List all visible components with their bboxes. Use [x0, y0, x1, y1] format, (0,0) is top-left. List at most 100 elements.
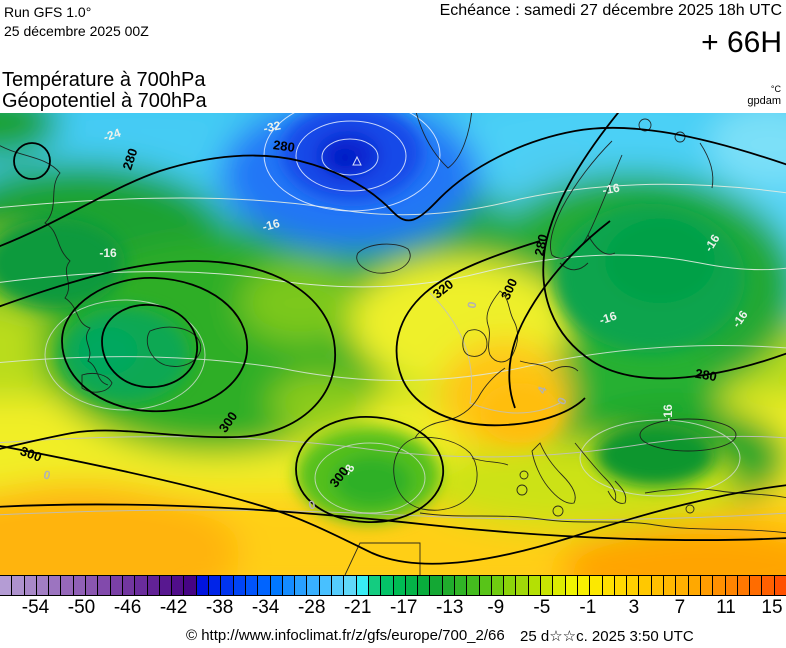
echeance-label: Echéance : samedi 27 décembre 2025 18h U… [439, 2, 782, 19]
scale-cell [269, 576, 282, 595]
scale-cell [97, 576, 110, 595]
scale-cell [453, 576, 467, 595]
scale-bar [0, 575, 786, 596]
geopotential-param-label: Géopotentiel à 700hPa [2, 90, 207, 112]
scale-cell [121, 576, 135, 595]
scale-cell [663, 576, 676, 595]
scale-cell [687, 576, 700, 595]
scale-cell [564, 576, 577, 595]
scale-cell [417, 576, 430, 595]
scale-tick-label: -1 [579, 597, 597, 618]
weather-map-canvas [0, 113, 786, 575]
scale-cell [589, 576, 602, 595]
coastlines-layer [0, 113, 786, 575]
scale-tick-label: 3 [628, 597, 640, 618]
geopotential-contours-layer [0, 113, 786, 565]
temperature-unit-label: °C [770, 84, 781, 94]
scale-cell [11, 576, 24, 595]
scale-cell [232, 576, 245, 595]
scale-cell [306, 576, 319, 595]
scale-cell [158, 576, 172, 595]
scale-cell [736, 576, 750, 595]
scale-tick-label: 11 [716, 597, 736, 618]
scale-cell [466, 576, 479, 595]
scale-cell [724, 576, 737, 595]
scale-cell [441, 576, 454, 595]
scale-tick-labels: -54 -50 -46 -42 -38 -34 -28 -21 -17 -13 -9 -5 -1 3 7 11… [0, 597, 786, 621]
run-info: Run GFS 1.0° 25 décembre 2025 00Z [4, 3, 149, 41]
temperature-fill-layer [0, 113, 786, 575]
scale-cell [72, 576, 86, 595]
scale-tick-label: -9 [487, 597, 505, 618]
scale-cell [638, 576, 651, 595]
forecast-info: Echéance : samedi 27 décembre 2025 18h U… [440, 2, 782, 60]
scale-cell [404, 576, 418, 595]
temperature-param-label: Température à 700hPa [2, 69, 206, 91]
scale-cell [650, 576, 664, 595]
scale-cell [367, 576, 381, 595]
scale-cell [527, 576, 541, 595]
scale-cell [552, 576, 565, 595]
scale-cell [220, 576, 233, 595]
scale-cell [0, 576, 12, 595]
scale-cell [355, 576, 368, 595]
scale-tick-label: -34 [251, 597, 280, 618]
scale-cell [515, 576, 528, 595]
parameter-titles: Température à 700hPa Géopotentiel à 700h… [2, 70, 207, 112]
scale-cell [343, 576, 356, 595]
geopotential-unit-label: gpdam [747, 95, 781, 107]
scale-cell [478, 576, 491, 595]
scale-cell [23, 576, 36, 595]
scale-cell [503, 576, 516, 595]
scale-cell [331, 576, 344, 595]
scale-tick-label: -28 [297, 597, 326, 618]
scale-tick-label: -54 [21, 597, 50, 618]
scale-cell [195, 576, 209, 595]
copyright-url: © http://www.infoclimat.fr/z/gfs/europe/… [186, 627, 505, 644]
scale-cell [675, 576, 688, 595]
weather-map: 280 280 280 280 300 300 300 320 300 -32 -24 -16 -16-… [0, 113, 786, 575]
scale-cell [257, 576, 270, 595]
scale-tick-label: 15 [761, 597, 783, 618]
temperature-contours-layer [0, 113, 786, 521]
scale-cell [380, 576, 393, 595]
scale-tick-label: -21 [343, 597, 372, 618]
scale-cell [613, 576, 627, 595]
scale-cell [208, 576, 221, 595]
scale-cell [171, 576, 184, 595]
scale-cell [48, 576, 61, 595]
scale-tick-label: 7 [674, 597, 686, 618]
generated-timestamp: 25 d☆☆c. 2025 3:50 UTC [520, 628, 694, 645]
scale-cell [749, 576, 762, 595]
scale-cell [773, 576, 786, 595]
scale-cell [183, 576, 196, 595]
scale-tick-label: -46 [113, 597, 142, 618]
forecast-step-label: + 66H [701, 26, 782, 59]
scale-cell [60, 576, 73, 595]
scale-tick-label: -5 [533, 597, 551, 618]
unit-labels: °C gpdam [747, 84, 781, 108]
scale-cell [761, 576, 774, 595]
scale-cell [35, 576, 49, 595]
scale-cell [712, 576, 725, 595]
scale-cell [294, 576, 307, 595]
scale-tick-label: -42 [159, 597, 188, 618]
footer: © http://www.infoclimat.fr/z/gfs/europe/… [0, 625, 786, 648]
scale-cell [281, 576, 295, 595]
scale-cell [699, 576, 713, 595]
scale-tick-label: -17 [390, 597, 418, 618]
scale-cell [318, 576, 332, 595]
scale-cell [429, 576, 442, 595]
run-model-label: Run GFS 1.0° [4, 4, 92, 20]
scale-cell [576, 576, 590, 595]
scale-cell [626, 576, 639, 595]
scale-cell [540, 576, 553, 595]
scale-tick-label: -13 [436, 597, 464, 618]
scale-cell [601, 576, 614, 595]
scale-cell [146, 576, 159, 595]
scale-cell [109, 576, 122, 595]
scale-tick-label: -38 [205, 597, 234, 618]
scale-cell [134, 576, 147, 595]
scale-cell [244, 576, 258, 595]
